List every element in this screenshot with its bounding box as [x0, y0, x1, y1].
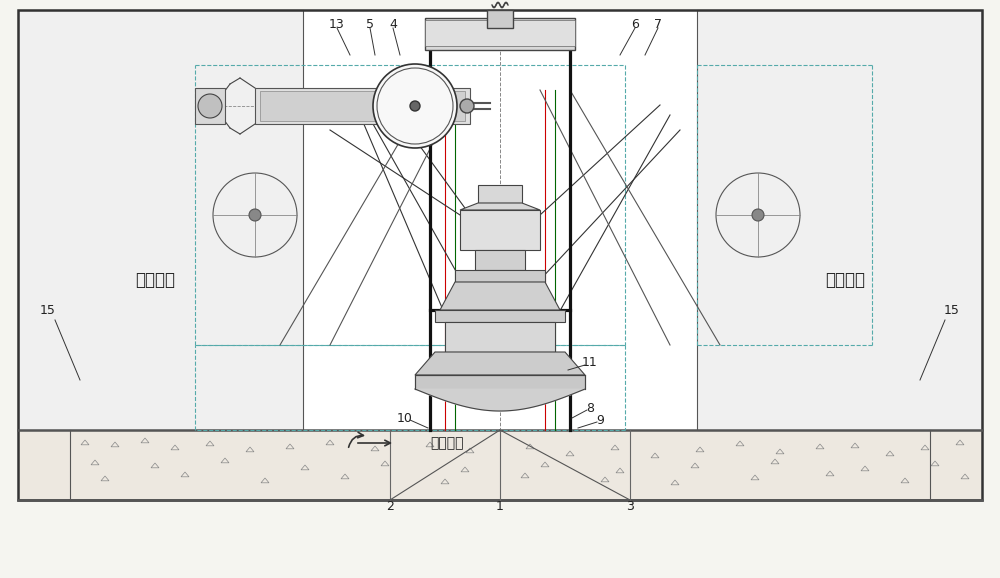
- Polygon shape: [415, 352, 585, 375]
- Circle shape: [249, 209, 261, 221]
- Text: 15: 15: [40, 303, 56, 317]
- Circle shape: [716, 173, 800, 257]
- Polygon shape: [440, 282, 560, 310]
- Bar: [487, 10, 513, 28]
- Bar: [18, 10, 982, 500]
- Text: 3: 3: [626, 501, 634, 513]
- Text: 7: 7: [654, 18, 662, 31]
- Bar: [478, 185, 522, 203]
- Bar: [18, 430, 982, 500]
- Text: 水流方向: 水流方向: [430, 436, 464, 450]
- Text: 闸室上游: 闸室上游: [825, 271, 865, 289]
- Circle shape: [460, 99, 474, 113]
- Text: 15: 15: [944, 303, 960, 317]
- Bar: [455, 270, 545, 282]
- Text: 2: 2: [386, 501, 394, 513]
- Text: 10: 10: [397, 412, 413, 424]
- Bar: [435, 310, 565, 322]
- Bar: [697, 10, 982, 430]
- Text: 4: 4: [389, 18, 397, 31]
- Bar: [460, 210, 540, 250]
- Text: 13: 13: [329, 18, 345, 31]
- Circle shape: [752, 209, 764, 221]
- Bar: [475, 250, 525, 270]
- FancyArrowPatch shape: [349, 432, 363, 447]
- Circle shape: [198, 94, 222, 118]
- FancyArrowPatch shape: [358, 440, 390, 446]
- Polygon shape: [415, 389, 585, 411]
- Text: 1: 1: [496, 501, 504, 513]
- Text: 11: 11: [582, 355, 598, 369]
- Text: 闸室下游: 闸室下游: [135, 271, 175, 289]
- Text: 6: 6: [631, 18, 639, 31]
- Bar: [255, 88, 470, 124]
- Bar: [425, 18, 575, 50]
- Text: 5: 5: [366, 18, 374, 31]
- Bar: [425, 20, 575, 46]
- Circle shape: [373, 64, 457, 148]
- Bar: [18, 10, 303, 430]
- Bar: [445, 322, 555, 352]
- Bar: [260, 91, 465, 121]
- Text: 9: 9: [596, 413, 604, 427]
- Polygon shape: [460, 203, 540, 210]
- Circle shape: [213, 173, 297, 257]
- Bar: [415, 375, 585, 389]
- Bar: [195, 88, 225, 124]
- Bar: [18, 10, 982, 500]
- Text: 8: 8: [586, 402, 594, 414]
- Circle shape: [410, 101, 420, 111]
